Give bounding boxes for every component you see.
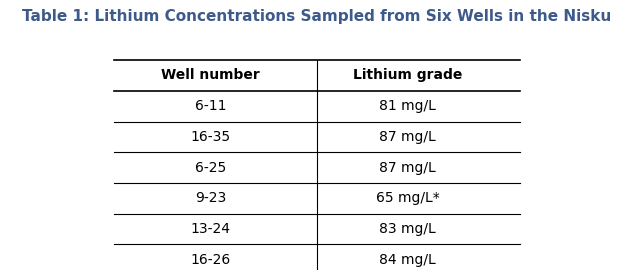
Text: Well number: Well number [161, 69, 260, 82]
Text: 81 mg/L: 81 mg/L [379, 99, 436, 113]
Text: 87 mg/L: 87 mg/L [379, 130, 436, 144]
Text: Lithium grade: Lithium grade [353, 69, 462, 82]
Text: 16-35: 16-35 [190, 130, 230, 144]
Text: 13-24: 13-24 [190, 222, 230, 236]
Text: 16-26: 16-26 [190, 253, 231, 267]
Text: 87 mg/L: 87 mg/L [379, 161, 436, 175]
Text: Table 1: Lithium Concentrations Sampled from Six Wells in the Nisku: Table 1: Lithium Concentrations Sampled … [22, 9, 612, 24]
Text: 84 mg/L: 84 mg/L [379, 253, 436, 267]
Text: 83 mg/L: 83 mg/L [379, 222, 436, 236]
Text: 6-11: 6-11 [195, 99, 226, 113]
Text: 6-25: 6-25 [195, 161, 226, 175]
Text: 9-23: 9-23 [195, 191, 226, 205]
Text: 65 mg/L*: 65 mg/L* [376, 191, 439, 205]
